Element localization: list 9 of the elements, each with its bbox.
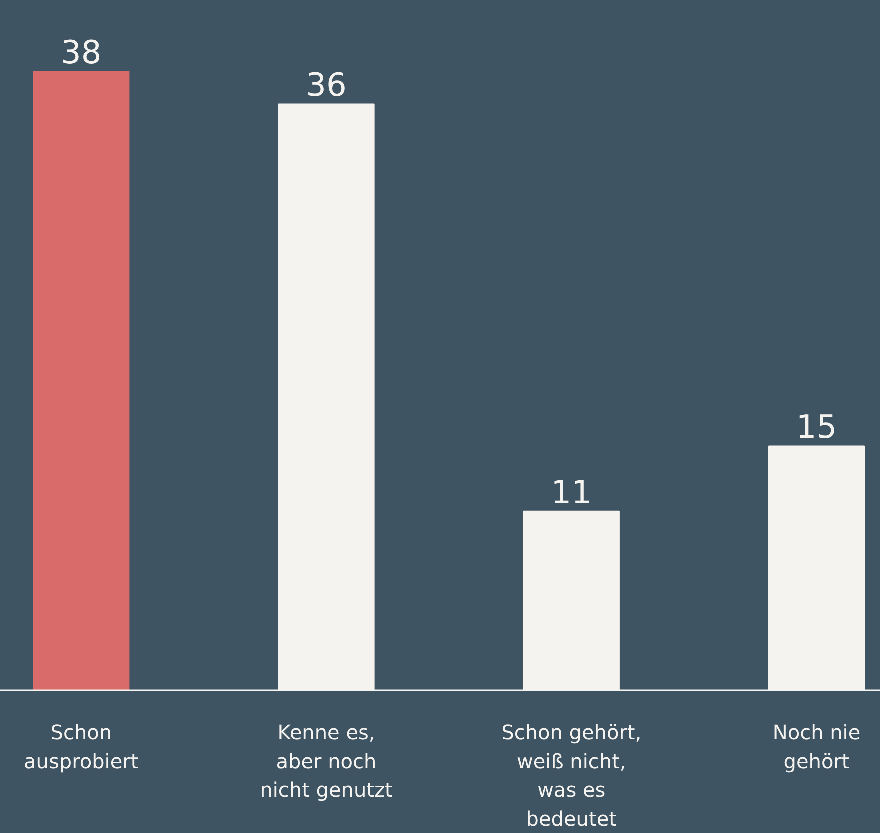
data-label: 36 (306, 66, 347, 104)
x-tick-label: Noch nie gehört (772, 720, 861, 774)
bar (33, 71, 130, 690)
x-tick-label: Schon gehört, weiß nicht, was es bedeutet (502, 720, 642, 831)
x-tick-label: Schon ausprobiert (24, 720, 139, 774)
data-label: 38 (61, 34, 102, 72)
data-label: 11 (551, 473, 592, 512)
data-label: 15 (796, 408, 838, 446)
x-tick-label: Kenne es, aber noch nicht genutzt (260, 720, 393, 802)
